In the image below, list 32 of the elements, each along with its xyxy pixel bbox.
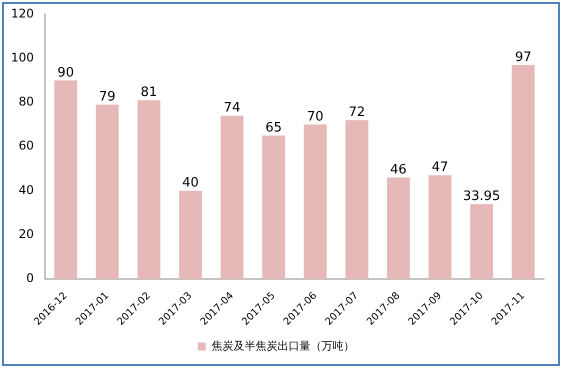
data-label: 65 [265, 120, 282, 136]
bar [345, 120, 368, 279]
y-tick-label: 120 [11, 6, 34, 20]
data-label: 81 [140, 85, 158, 100]
bar [137, 100, 160, 279]
bar [470, 204, 494, 279]
y-tick-label: 40 [18, 182, 34, 197]
bar [428, 175, 452, 279]
data-label: 33.95 [463, 188, 500, 204]
y-tick-label: 20 [18, 226, 34, 241]
bar [96, 104, 119, 279]
data-label: 47 [432, 160, 448, 176]
y-tick-label: 0 [26, 271, 34, 286]
y-tick-label: 60 [18, 138, 34, 153]
bar [179, 190, 202, 279]
bar [262, 136, 286, 279]
bar [386, 177, 410, 279]
y-tick-label: 80 [18, 94, 34, 109]
data-label: 74 [224, 100, 240, 116]
data-label: 72 [348, 104, 366, 120]
bar [512, 64, 535, 279]
data-label: 40 [182, 176, 199, 191]
bar [220, 116, 244, 279]
y-tick-label: 100 [11, 50, 34, 64]
data-label: 90 [57, 65, 74, 80]
bar [54, 80, 78, 279]
legend-label: 焦炭及半焦炭出口量（万吨） [211, 339, 354, 352]
data-label: 70 [306, 109, 324, 124]
data-label: 46 [390, 162, 407, 178]
data-label: 79 [99, 90, 116, 105]
data-label: 97 [514, 50, 532, 65]
bar [304, 124, 327, 279]
